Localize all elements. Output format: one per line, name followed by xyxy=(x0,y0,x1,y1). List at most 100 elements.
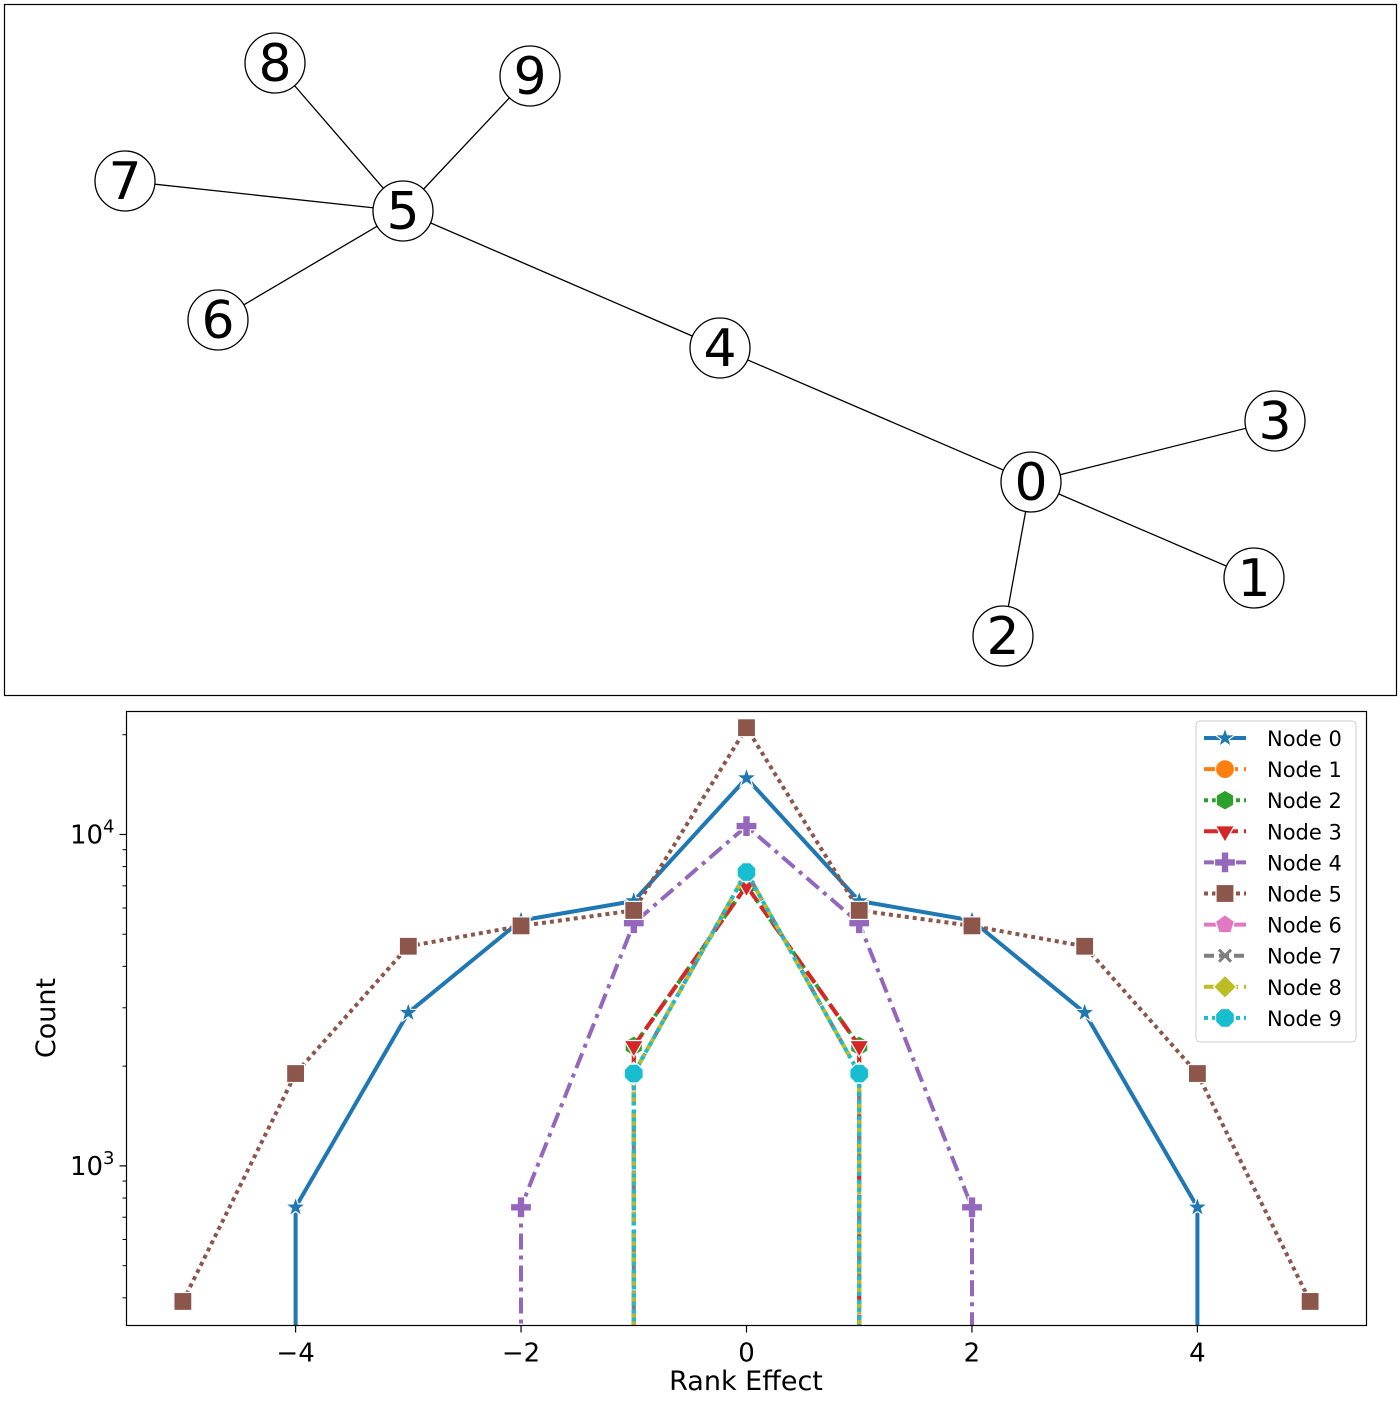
node-label: 8 xyxy=(258,34,291,94)
node-circle xyxy=(94,150,156,212)
data-point xyxy=(285,1063,306,1084)
legend-label: Node 4 xyxy=(1267,851,1342,875)
legend-label: Node 6 xyxy=(1267,914,1342,938)
series-line xyxy=(631,870,862,1326)
node-label: 0 xyxy=(1014,453,1047,513)
x-tick-label: −2 xyxy=(502,1339,540,1369)
series-node-2 xyxy=(624,875,869,1326)
data-point xyxy=(960,1196,984,1219)
edge-0-1 xyxy=(1030,481,1255,579)
legend-label: Node 8 xyxy=(1267,976,1342,1000)
series-line xyxy=(631,870,862,1326)
node-circle xyxy=(689,317,751,379)
legend-label: Node 1 xyxy=(1267,758,1342,782)
node-label: 4 xyxy=(703,319,736,379)
legend-item: Node 8 xyxy=(1204,974,1342,1000)
node-circle xyxy=(972,605,1034,667)
node-circle xyxy=(1244,390,1306,452)
graph-nodes: 0 1 2 3 4 5 6 7 8 9 xyxy=(94,32,1306,667)
x-tick-label: 2 xyxy=(964,1339,981,1369)
node-label: 9 xyxy=(513,47,546,107)
series-node-7 xyxy=(626,865,867,1326)
series-node-9 xyxy=(623,862,870,1326)
data-point xyxy=(283,1194,308,1218)
y-tick-label: 104 xyxy=(70,816,115,850)
node-label: 7 xyxy=(108,152,141,212)
legend-item: Node 0 xyxy=(1204,725,1342,751)
series-line xyxy=(631,883,862,1326)
data-point xyxy=(398,936,418,956)
data-point xyxy=(1214,758,1236,780)
graph-node-2: 2 xyxy=(972,605,1034,667)
data-point xyxy=(1214,825,1236,844)
data-point xyxy=(1187,1063,1208,1084)
graph-node-8: 8 xyxy=(244,32,306,94)
legend-item: Node 4 xyxy=(1204,851,1342,875)
legend-label: Node 7 xyxy=(1267,945,1342,969)
legend-item: Node 3 xyxy=(1204,820,1342,844)
node-label: 6 xyxy=(201,291,234,351)
data-point xyxy=(1072,1000,1097,1023)
series-node-3 xyxy=(623,879,870,1326)
series-node-8 xyxy=(621,859,872,1326)
data-point xyxy=(623,1063,644,1084)
series-line xyxy=(631,870,862,1326)
series-line xyxy=(181,725,1312,1303)
data-point xyxy=(1215,789,1235,811)
data-point xyxy=(962,916,982,936)
x-tick-label: 0 xyxy=(738,1339,755,1369)
data-point xyxy=(735,814,758,838)
series-line xyxy=(631,883,862,1326)
data-point xyxy=(849,1063,870,1084)
legend-item: Node 5 xyxy=(1204,883,1342,907)
graph-node-4: 4 xyxy=(689,317,751,379)
data-point xyxy=(736,718,757,738)
plot-frame xyxy=(125,710,1368,1327)
edge-5-4 xyxy=(402,210,721,349)
series-layer xyxy=(173,718,1320,1326)
data-point xyxy=(509,1196,533,1219)
graph-panel: 0 1 2 3 4 5 6 7 8 9 xyxy=(3,3,1398,697)
node-circle xyxy=(187,289,249,351)
legend-label: Node 2 xyxy=(1267,789,1342,813)
graph-node-7: 7 xyxy=(94,150,156,212)
node-label: 5 xyxy=(386,182,419,242)
data-point xyxy=(1185,1194,1210,1218)
graph-node-5: 5 xyxy=(372,180,434,242)
node-circle xyxy=(499,45,561,107)
edge-5-6 xyxy=(217,210,404,321)
data-point xyxy=(1217,948,1233,963)
x-axis: −4 −2 0 2 4 xyxy=(276,1325,1206,1369)
data-point xyxy=(1212,974,1238,1000)
edge-5-9 xyxy=(402,75,531,212)
data-point xyxy=(1214,1007,1236,1028)
edge-0-3 xyxy=(1030,420,1276,483)
legend: Node 0 Node 1 Node 2 Node 3 Node 4 Node 5 Node… xyxy=(1195,720,1357,1043)
data-point xyxy=(624,900,644,921)
node-circle xyxy=(372,180,434,242)
graph-node-3: 3 xyxy=(1244,390,1306,452)
data-point xyxy=(1214,913,1236,934)
node-circle xyxy=(1223,547,1285,609)
series-node-6 xyxy=(623,861,870,1326)
data-point xyxy=(173,1291,193,1312)
series-node-5 xyxy=(173,718,1320,1312)
data-point xyxy=(623,1039,645,1059)
legend-item: Node 9 xyxy=(1204,1007,1342,1031)
data-point xyxy=(396,1000,421,1023)
series-node-4 xyxy=(509,814,984,1326)
data-point xyxy=(1213,851,1237,874)
node-label: 1 xyxy=(1237,549,1270,609)
data-point xyxy=(511,916,531,936)
graph-node-6: 6 xyxy=(187,289,249,351)
legend-label: Node 3 xyxy=(1267,820,1342,844)
graph-node-0: 0 xyxy=(1000,451,1062,513)
legend-item: Node 2 xyxy=(1204,789,1342,813)
data-point xyxy=(1300,1291,1320,1312)
x-tick-label: −4 xyxy=(276,1339,314,1369)
data-point xyxy=(848,1039,870,1059)
x-axis-label: Rank Effect xyxy=(669,1366,823,1397)
graph-node-9: 9 xyxy=(499,45,561,107)
series-line xyxy=(631,883,862,1326)
